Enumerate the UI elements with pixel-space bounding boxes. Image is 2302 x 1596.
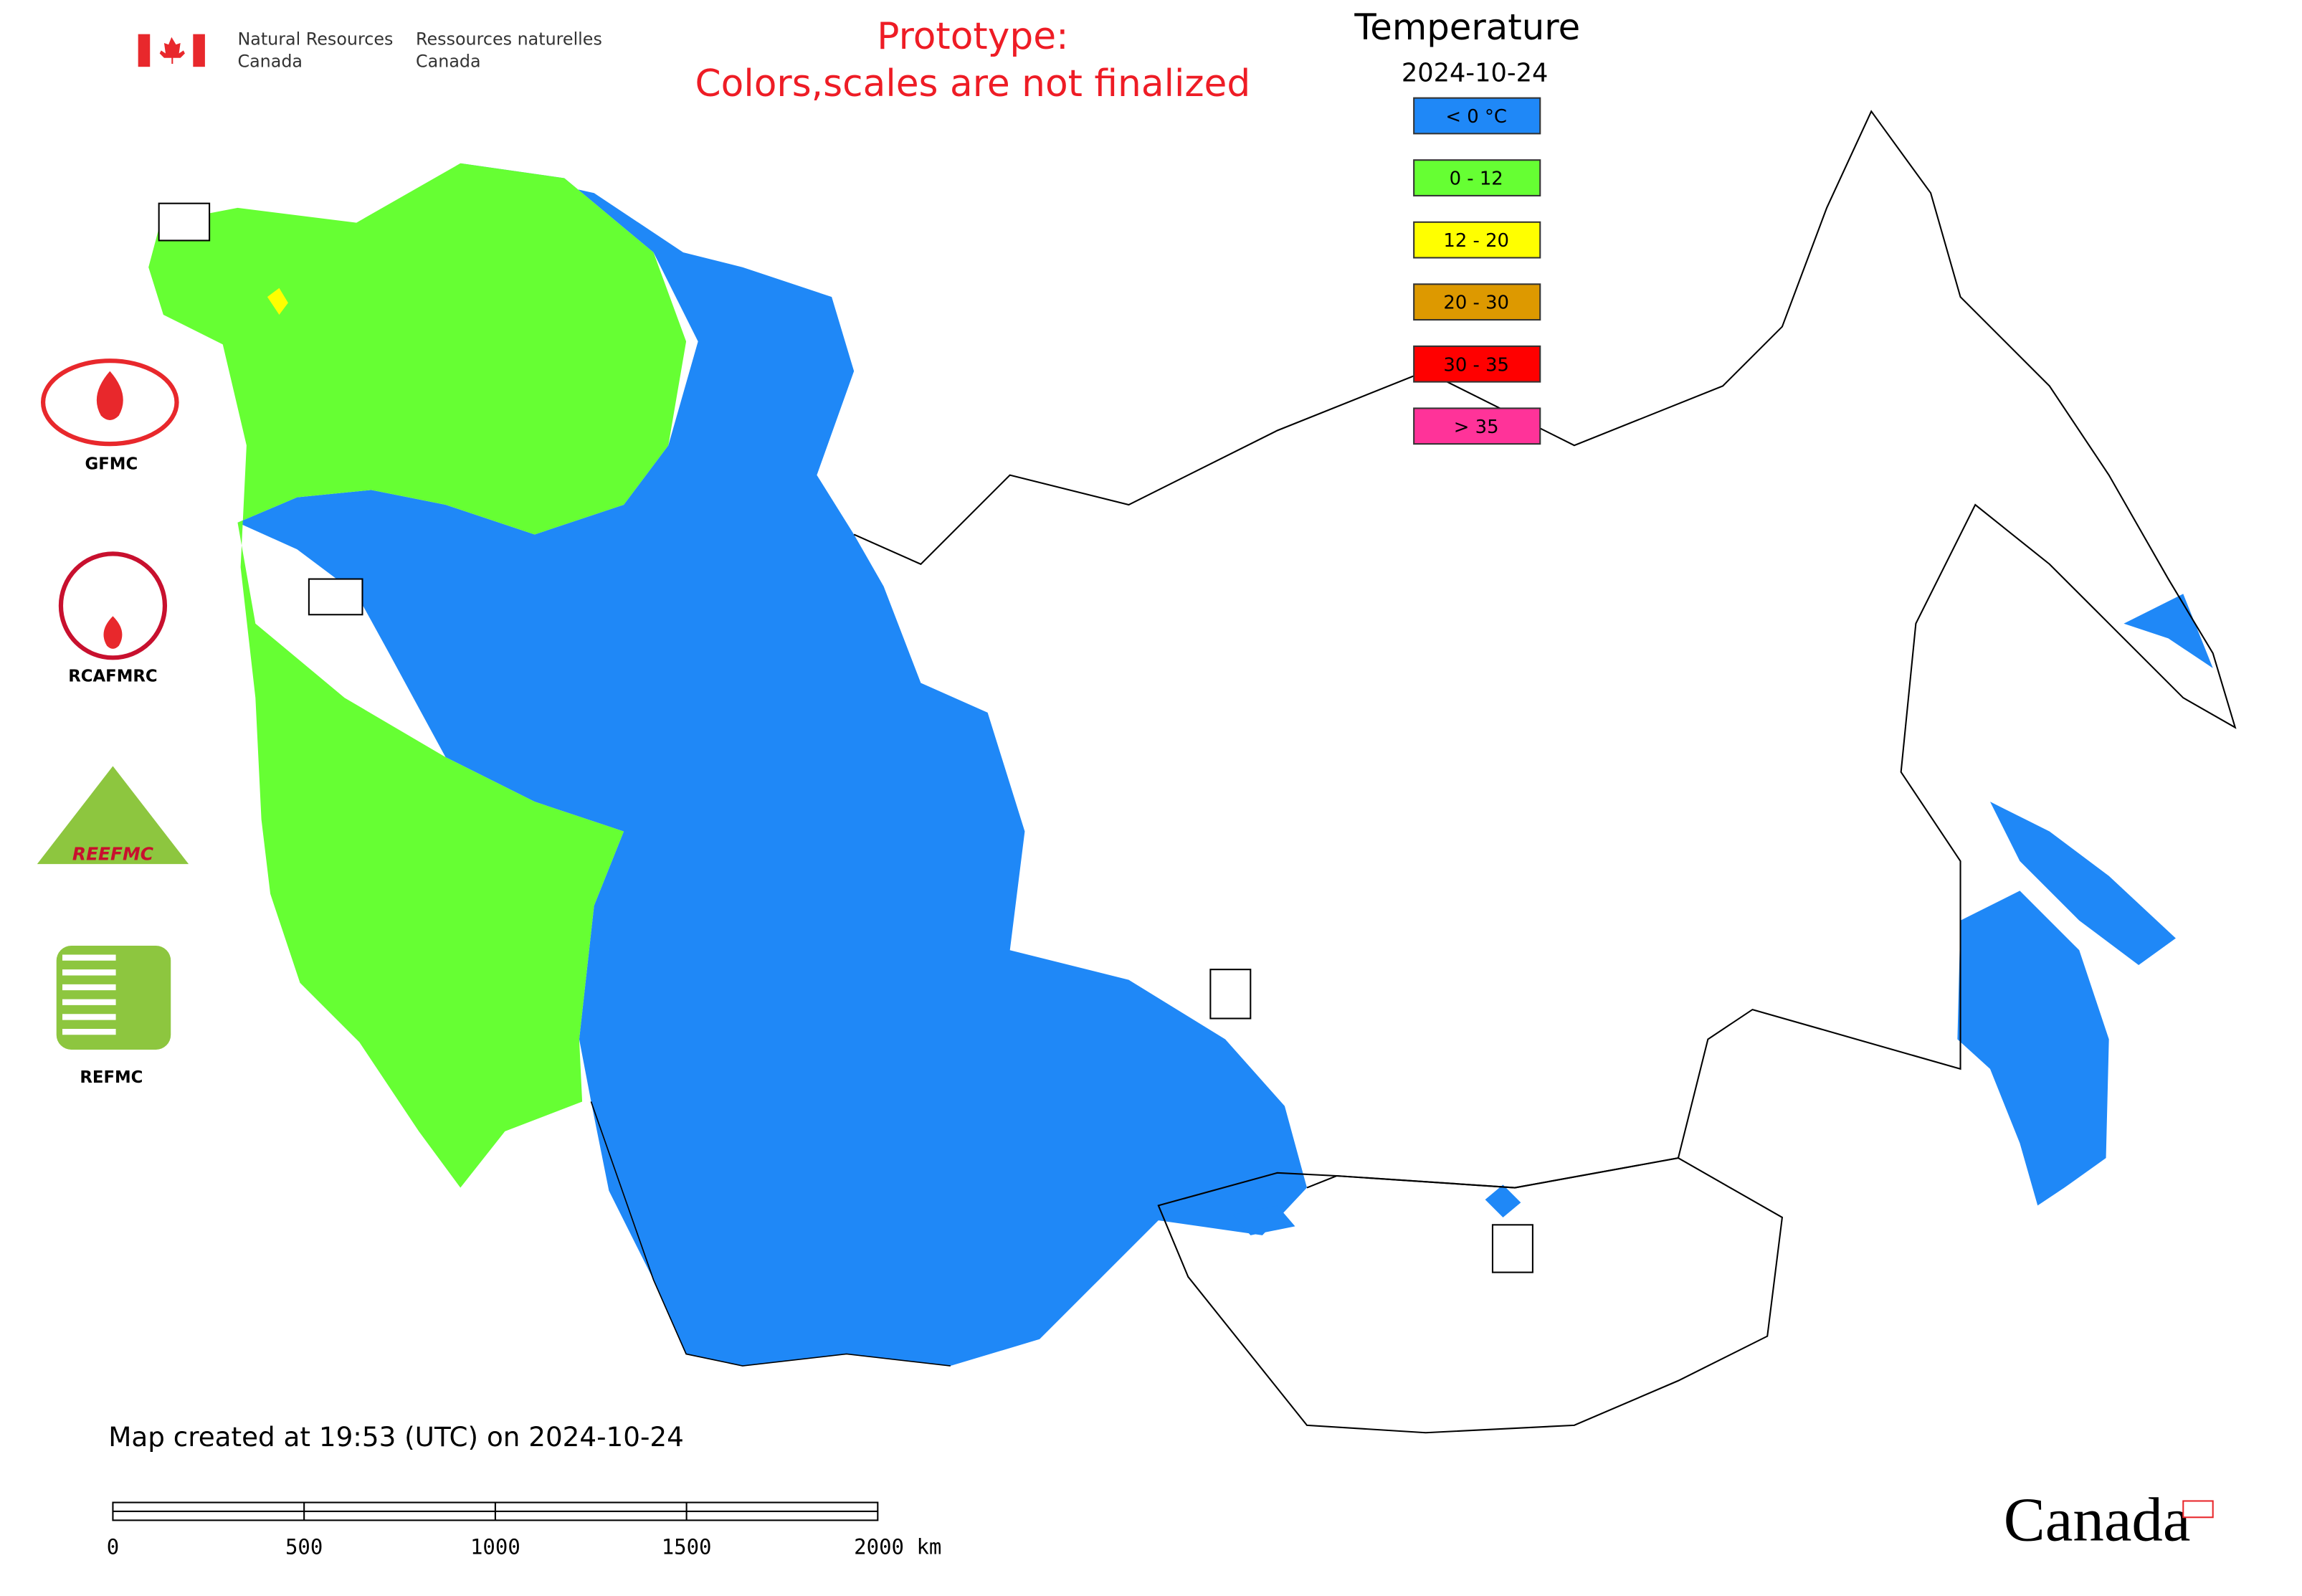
map-region-mild: [148, 163, 687, 1188]
legend-swatch: [1413, 159, 1541, 196]
flag-bar: [138, 34, 151, 67]
agency-fr: Canada: [416, 51, 481, 71]
gfmc-flame: [96, 371, 123, 421]
legend-label: > 35: [1454, 417, 1499, 438]
maple-leaf: [159, 37, 185, 65]
rcafmrc-flame: [103, 616, 123, 649]
wordmark-flag: [2182, 1500, 2214, 1519]
map-region-cold: [1957, 890, 2109, 1206]
refmc-stripes: [62, 954, 116, 1035]
legend-label: < 0 °C: [1445, 106, 1507, 128]
map-marker: [1491, 1224, 1533, 1273]
scale-label: 1000: [470, 1535, 520, 1559]
gc-signature: Natural Resources Canada Ressources natu…: [138, 29, 602, 71]
agency-en: Canada: [237, 51, 303, 71]
scale-label: 0: [107, 1535, 119, 1559]
scale-bar: 0 500 1000 1500 2000 km: [107, 1501, 941, 1559]
canada-wordmark: Canada: [2004, 1485, 2191, 1554]
rcafmrc-logo: [58, 551, 168, 660]
map-marker: [308, 578, 363, 616]
logo-label: RCAFMRC: [68, 668, 157, 686]
flag-bar: [193, 34, 205, 67]
logo-text: REEFMC: [72, 844, 153, 865]
border-outline: [1157, 1157, 1784, 1434]
prototype-notice: Prototype:: [877, 15, 1068, 58]
reefmc-logo: [37, 766, 189, 865]
legend-date: 2024-10-24: [1402, 59, 1549, 88]
legend-label: 0 - 12: [1450, 168, 1503, 190]
legend-label: 20 - 30: [1443, 293, 1509, 314]
legend: Temperature 2024-10-24 < 0 °C 0 - 12 12 - …: [1354, 6, 1580, 445]
map-marker: [1209, 969, 1252, 1020]
map-marker: [158, 202, 211, 242]
logo-label: GFMC: [85, 455, 138, 474]
scale-label: 2000 km: [854, 1535, 941, 1559]
agency-fr: Ressources naturelles: [416, 29, 602, 49]
legend-swatch: [1413, 407, 1541, 445]
legend-swatch: [1413, 97, 1541, 135]
legend-label: 12 - 20: [1443, 230, 1509, 252]
map-region-cold: [1989, 802, 2176, 965]
map: [148, 110, 2237, 1434]
legend-label: 30 - 35: [1443, 354, 1509, 376]
map-region-cold: [1232, 1184, 1521, 1235]
legend-swatch: [1413, 221, 1541, 259]
created-note: Map created at 19:53 (UTC) on 2024-10-24: [108, 1421, 684, 1453]
scale-label: 500: [285, 1535, 323, 1559]
prototype-notice: Colors,scales are not finalized: [695, 62, 1251, 105]
legend-swatch: [1413, 283, 1541, 321]
legend-swatch: [1413, 345, 1541, 383]
map-region-cold: [237, 163, 1308, 1367]
agency-en: Natural Resources: [237, 29, 393, 49]
legend-title: Temperature: [1354, 6, 1580, 48]
map-region-warm: [267, 288, 288, 315]
map-region-cold: [2123, 594, 2213, 668]
logos: GFMC RCAFMRC REEFMC REFMC: [37, 358, 189, 1087]
logo-label: REFMC: [80, 1068, 143, 1087]
border-outline: [590, 1101, 951, 1367]
border-outline: [853, 110, 2237, 1189]
scale-label: 1500: [662, 1535, 712, 1559]
